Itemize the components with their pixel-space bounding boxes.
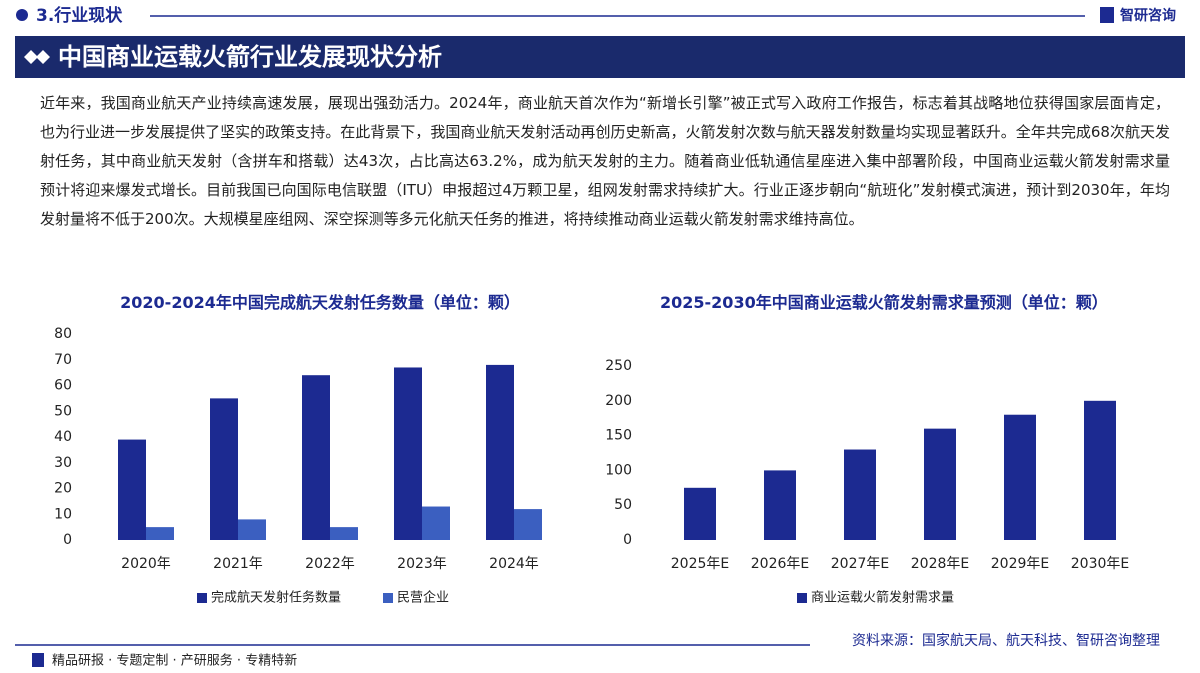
bar [514, 509, 542, 540]
x-tick-label: 2027年E [831, 556, 889, 572]
x-tick-label: 2020年 [121, 556, 171, 572]
y-tick-label: 0 [63, 532, 72, 548]
y-tick-label: 250 [605, 358, 632, 374]
bar [238, 519, 266, 540]
paragraph: 近年来，我国商业航天产业持续高速发展，展现出强劲活力。2024年，商业航天首次作… [40, 94, 1170, 228]
y-tick-label: 80 [54, 326, 72, 342]
footer: 精品研报 · 专题定制 · 产研服务 · 专精特新 [52, 653, 297, 669]
y-tick-label: 50 [54, 403, 72, 419]
bar [302, 375, 330, 540]
section-dot [16, 9, 28, 21]
title-icon [24, 50, 50, 64]
y-tick-label: 100 [605, 462, 632, 478]
bar [146, 527, 174, 540]
legend-swatch [383, 593, 393, 603]
x-tick-label: 2022年 [305, 556, 355, 572]
footer-icon [32, 653, 44, 667]
x-tick-label: 2021年 [213, 556, 263, 572]
page-title: 中国商业运载火箭行业发展现状分析 [58, 43, 442, 71]
x-tick-label: 2026年E [751, 556, 809, 572]
bar [924, 428, 956, 540]
legend-label: 商业运载火箭发射需求量 [811, 590, 954, 606]
y-tick-label: 40 [54, 429, 72, 445]
chart-title: 2025-2030年中国商业运载火箭发射需求量预测（单位：颗） [660, 293, 1108, 312]
section-label: 3.行业现状 [36, 5, 123, 26]
bar [844, 449, 876, 540]
source: 资料来源：国家航天局、航天科技、智研咨询整理 [852, 632, 1160, 649]
bar [486, 364, 514, 540]
x-tick-label: 2029年E [991, 556, 1049, 572]
x-tick-label: 2028年E [911, 556, 969, 572]
legend-swatch [197, 593, 207, 603]
y-tick-label: 0 [623, 532, 632, 548]
legend-label: 民营企业 [397, 590, 449, 606]
brand: 智研咨询 [1119, 7, 1176, 24]
bar [422, 506, 450, 540]
bar [1004, 414, 1036, 540]
chart-title: 2020-2024年中国完成航天发射任务数量（单位：颗） [120, 293, 520, 312]
y-tick-label: 150 [605, 428, 632, 444]
bar [118, 439, 146, 540]
y-tick-label: 200 [605, 393, 632, 409]
title-bar [15, 36, 1185, 78]
bar [764, 470, 796, 540]
y-tick-label: 30 [54, 455, 72, 471]
y-tick-label: 70 [54, 352, 72, 368]
y-tick-label: 60 [54, 378, 72, 394]
y-tick-label: 20 [54, 481, 72, 497]
bar [210, 398, 238, 540]
bar [394, 367, 422, 540]
bar [1084, 400, 1116, 540]
legend-label: 完成航天发射任务数量 [211, 590, 341, 606]
x-tick-label: 2023年 [397, 556, 447, 572]
x-tick-label: 2025年E [671, 556, 729, 572]
legend-swatch [797, 593, 807, 603]
brand-icon [1100, 7, 1114, 23]
bar [684, 487, 716, 540]
bar [330, 527, 358, 540]
y-tick-label: 50 [614, 497, 632, 513]
y-tick-label: 10 [54, 506, 72, 522]
x-tick-label: 2024年 [489, 556, 539, 572]
x-tick-label: 2030年E [1071, 556, 1129, 572]
